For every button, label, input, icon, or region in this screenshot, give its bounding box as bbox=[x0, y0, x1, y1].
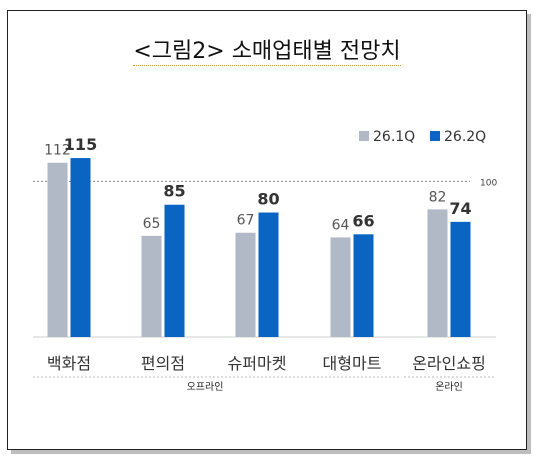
chart-title: <그림2> 소매업태별 전망치 bbox=[8, 33, 526, 66]
bar-26.1Q-편의점 bbox=[141, 235, 162, 337]
data-label-26.2Q-온라인쇼핑: 74 bbox=[449, 199, 471, 218]
data-label-26.1Q-백화점: 112 bbox=[44, 143, 71, 159]
data-label-26.1Q-온라인쇼핑: 82 bbox=[429, 189, 447, 205]
bar-26.2Q-온라인쇼핑 bbox=[450, 221, 471, 337]
data-label-26.2Q-편의점: 85 bbox=[163, 182, 185, 201]
data-label-26.1Q-대형마트: 64 bbox=[332, 217, 350, 233]
category-label-슈퍼마켓: 슈퍼마켓 bbox=[228, 354, 287, 373]
reference-line-label: 100 bbox=[480, 178, 497, 188]
data-label-26.1Q-슈퍼마켓: 67 bbox=[237, 213, 255, 229]
bar-26.2Q-백화점 bbox=[70, 158, 91, 337]
data-label-26.2Q-슈퍼마켓: 80 bbox=[257, 190, 279, 209]
category-label-대형마트: 대형마트 bbox=[323, 354, 382, 373]
legend-swatch-26.1Q bbox=[359, 131, 369, 141]
bar-26.1Q-온라인쇼핑 bbox=[427, 209, 448, 337]
bar-26.2Q-슈퍼마켓 bbox=[258, 212, 279, 337]
data-label-26.2Q-백화점: 115 bbox=[64, 135, 97, 154]
legend-label-26.2Q: 26.2Q bbox=[444, 129, 486, 145]
group-label-offline: 오프라인 bbox=[187, 381, 224, 393]
category-label-백화점: 백화점 bbox=[47, 354, 91, 373]
data-label-26.2Q-대형마트: 66 bbox=[352, 211, 374, 230]
group-label-online: 온라인 bbox=[435, 381, 463, 393]
bar-26.1Q-대형마트 bbox=[330, 237, 351, 337]
bar-26.2Q-편의점 bbox=[164, 204, 185, 337]
bar-26.2Q-대형마트 bbox=[353, 234, 374, 337]
data-label-26.1Q-편의점: 65 bbox=[143, 216, 161, 232]
chart-title-text: <그림2> 소매업태별 전망치 bbox=[133, 39, 401, 66]
legend-swatch-26.2Q bbox=[430, 131, 440, 141]
legend-label-26.1Q: 26.1Q bbox=[373, 129, 415, 145]
category-label-편의점: 편의점 bbox=[141, 354, 185, 373]
bar-26.1Q-백화점 bbox=[47, 162, 68, 337]
category-label-온라인쇼핑: 온라인쇼핑 bbox=[412, 354, 486, 373]
bar-26.1Q-슈퍼마켓 bbox=[235, 232, 256, 337]
